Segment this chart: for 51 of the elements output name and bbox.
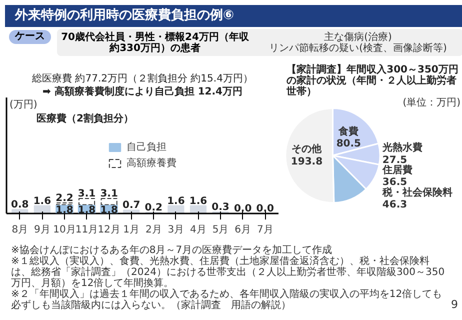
slice-label: 税・社会保険料 xyxy=(381,186,452,199)
x-tick-label: 3月 xyxy=(168,224,184,236)
total-label: 2.2 xyxy=(56,192,74,204)
x-tick-label: 1月 xyxy=(123,224,140,236)
data-label: 36.5 xyxy=(382,177,408,188)
legend-label: 高額療養費 xyxy=(126,156,176,170)
data-label: 80.5 xyxy=(336,138,362,150)
text: ➡ 高額療養費制度により自己負担 12.4万円 xyxy=(42,86,243,98)
data-label: 193.8 xyxy=(290,156,323,168)
chart-subtitle: (単位：万円) xyxy=(402,96,461,108)
x-tick-label: 8月 xyxy=(12,224,28,236)
slice-label: その他 xyxy=(292,143,323,156)
total-label: 0.3 xyxy=(212,202,230,214)
text: 9 xyxy=(451,298,458,311)
x-tick-label: 9月 xyxy=(34,224,50,236)
total-label: 0.7 xyxy=(122,200,140,212)
text: 総医療費 約77.2万円（２割負担分 約15.4万円） xyxy=(31,72,253,84)
text: ケース xyxy=(9,30,51,44)
x-tick-label: 2月 xyxy=(145,224,162,236)
x-tick-label: 6月 xyxy=(234,224,252,236)
chart-title: 外来特例の利用時の医療費負担の例⑥ xyxy=(5,5,462,27)
total-label: 0.8 xyxy=(11,200,29,211)
x-tick-label: 7月 xyxy=(256,224,274,236)
text: ※２「年間収入」は過去１年間の収入であるため、各年間収入階級の実収入の平均を12倍しても必ずしも当該階級内には入らない。（家計調査 用語の解説） xyxy=(11,289,444,311)
total-label: 0.0 xyxy=(256,204,274,214)
legend-label: 自己負担 xyxy=(126,141,166,154)
x-tick-label: 10月 xyxy=(53,224,76,236)
total-label: 1.6 xyxy=(189,196,208,207)
data-label: 27.5 xyxy=(382,154,408,166)
x-tick-label: 11月 xyxy=(75,224,98,236)
slice-label: 光熱水費 xyxy=(381,142,422,154)
text: 70歳代会社員・男性・標報24万円（年収約330万円）の患者 xyxy=(60,32,250,54)
slice-label: 食費 xyxy=(338,126,359,138)
text: ※協会けんぽにおけるある年の8月～7月の医療費データを加工して作成 xyxy=(11,245,334,256)
total-label: 1.6 xyxy=(33,196,52,207)
total-label: 1.6 xyxy=(167,196,185,207)
total-label: 3.1 xyxy=(78,188,96,200)
x-tick-label: 12月 xyxy=(98,224,120,236)
x-tick-label: 5月 xyxy=(212,224,229,236)
text: ※１総収入（実収入）、食費、光熱水費、住居費（土地家屋借金返済含む）、税・社会保険料は、総務省「家計調査」（2024）における世帯支出（２人以上勤労者世帯、年収階級300～350万円、月額）を12倍して年間換算。 xyxy=(11,256,445,289)
x-tick-label: 4月 xyxy=(190,224,206,236)
data-label: 46.3 xyxy=(382,200,408,211)
slice-label: 住居費 xyxy=(381,164,412,176)
total-label: 3.1 xyxy=(100,188,118,200)
total-label: 0.0 xyxy=(234,204,252,214)
y-axis-title: (万円) xyxy=(10,100,38,110)
text: 主な傷病(治療) xyxy=(324,32,392,42)
chart-title: 【家計調査】年間収入300～350万円の家計の状況（年間・２人以上勤労者世帯） xyxy=(286,64,458,98)
annotation: 医療費（2割負担分） xyxy=(36,112,134,124)
total-label: 0.2 xyxy=(144,202,163,214)
text: リンパ節転移の疑い(検査、画像診断等) xyxy=(269,42,447,54)
